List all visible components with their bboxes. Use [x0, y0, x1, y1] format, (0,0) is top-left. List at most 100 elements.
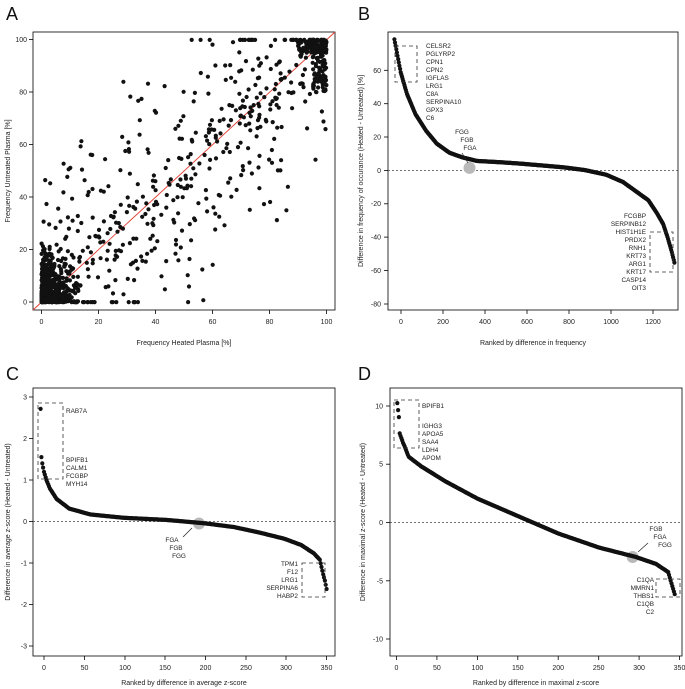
data-point [176, 258, 181, 263]
data-point [247, 160, 252, 165]
data-point [43, 254, 49, 259]
data-point [71, 274, 76, 279]
data-point [244, 94, 249, 100]
data-point [187, 222, 192, 227]
data-point [257, 186, 262, 191]
data-point [218, 131, 223, 136]
scatter-points-d [395, 401, 677, 597]
data-point [49, 254, 54, 259]
data-point [78, 144, 83, 149]
data-point [41, 249, 47, 254]
data-point [132, 278, 137, 283]
data-point [213, 135, 218, 140]
data-point [189, 137, 194, 142]
data-point [240, 164, 245, 169]
data-point [41, 465, 46, 470]
x-axis-title-c: Ranked by difference in average z-score [121, 680, 247, 687]
gene-label: CALM1 [66, 465, 88, 472]
data-point [66, 167, 71, 172]
gene-label: OIT3 [632, 285, 647, 292]
data-point [268, 102, 273, 107]
data-point [237, 121, 242, 126]
data-point [323, 127, 328, 132]
x-tick-label-d: 200 [552, 665, 564, 672]
data-point [84, 260, 89, 265]
data-point [270, 99, 275, 104]
y-tick-label-b: 20 [373, 135, 381, 142]
data-point [313, 89, 319, 95]
data-point [250, 108, 255, 113]
data-point [396, 57, 401, 62]
data-point [243, 123, 248, 128]
gene-label: FGA [463, 145, 477, 152]
data-point [210, 42, 215, 47]
gene-label: SERPINB12 [611, 221, 647, 228]
data-point [298, 81, 303, 86]
gene-label: IGHG3 [422, 423, 442, 430]
y-tick-label-a: 80 [19, 90, 27, 97]
y-tick-label-d: -5 [377, 578, 383, 585]
data-point [193, 130, 198, 135]
data-point [242, 37, 248, 43]
y-axis-title-d: Difference in maximal z-score (Heated - … [360, 443, 367, 601]
gene-label: ARG1 [629, 261, 647, 268]
data-point [133, 258, 138, 263]
data-point [198, 37, 203, 43]
data-point [233, 79, 238, 84]
data-point [124, 210, 129, 215]
data-point [185, 273, 190, 278]
data-point [323, 582, 328, 587]
data-point [273, 37, 278, 43]
data-point [115, 229, 120, 234]
gene-label: THBS1 [633, 593, 654, 600]
data-point [392, 37, 397, 42]
panel-a: A 0 20 40 60 80 100 0 20 40 60 80 100 Fr… [5, 4, 336, 347]
data-point [264, 119, 269, 124]
data-point [164, 259, 169, 264]
data-point [225, 141, 230, 146]
data-point [224, 146, 229, 151]
data-point [308, 37, 313, 43]
data-point [319, 109, 324, 114]
y-tick-label-c: -3 [21, 644, 27, 651]
data-point [67, 271, 72, 276]
gene-label: FGA [165, 537, 179, 544]
data-point [168, 177, 173, 182]
data-point [268, 199, 273, 205]
data-point [303, 99, 308, 104]
data-point [228, 118, 234, 123]
y-axis-title-b: Difference in frequency of occurance (He… [358, 75, 365, 267]
x-tick-label-b: 800 [563, 319, 575, 326]
data-point [246, 146, 251, 151]
data-point [275, 168, 280, 173]
data-point [313, 64, 318, 69]
box-top-genes-d [393, 399, 420, 449]
y-ticks-c: -3 -2 -1 0 1 2 3 [21, 395, 33, 651]
y-tick-label-b: -60 [371, 268, 381, 275]
x-tick-label-c: 100 [119, 665, 131, 672]
data-point [121, 292, 126, 297]
data-point [312, 71, 317, 76]
gene-label: FGG [172, 553, 186, 560]
x-ticks-d: 0 50 100 150 200 250 300 350 [395, 656, 685, 672]
data-point [203, 134, 208, 139]
data-point [62, 264, 67, 269]
data-point [39, 455, 44, 460]
data-point [145, 251, 150, 256]
data-point [76, 288, 81, 293]
data-point [191, 166, 196, 171]
data-point [140, 258, 145, 263]
data-point [166, 158, 171, 163]
y-tick-label-d: 5 [379, 462, 383, 469]
data-point [311, 67, 316, 72]
data-point [186, 300, 191, 305]
x-tick-label-b: 0 [399, 319, 403, 326]
data-point [56, 206, 61, 211]
data-point [85, 267, 90, 272]
data-point [321, 572, 326, 577]
panel-b: B CELSR2 PGLYRP2 CPN1 CPN2 IGFLAS LRG1 C… [358, 4, 679, 347]
data-point [75, 213, 80, 219]
data-point [60, 256, 65, 261]
data-point [179, 228, 185, 233]
data-point [69, 265, 74, 270]
